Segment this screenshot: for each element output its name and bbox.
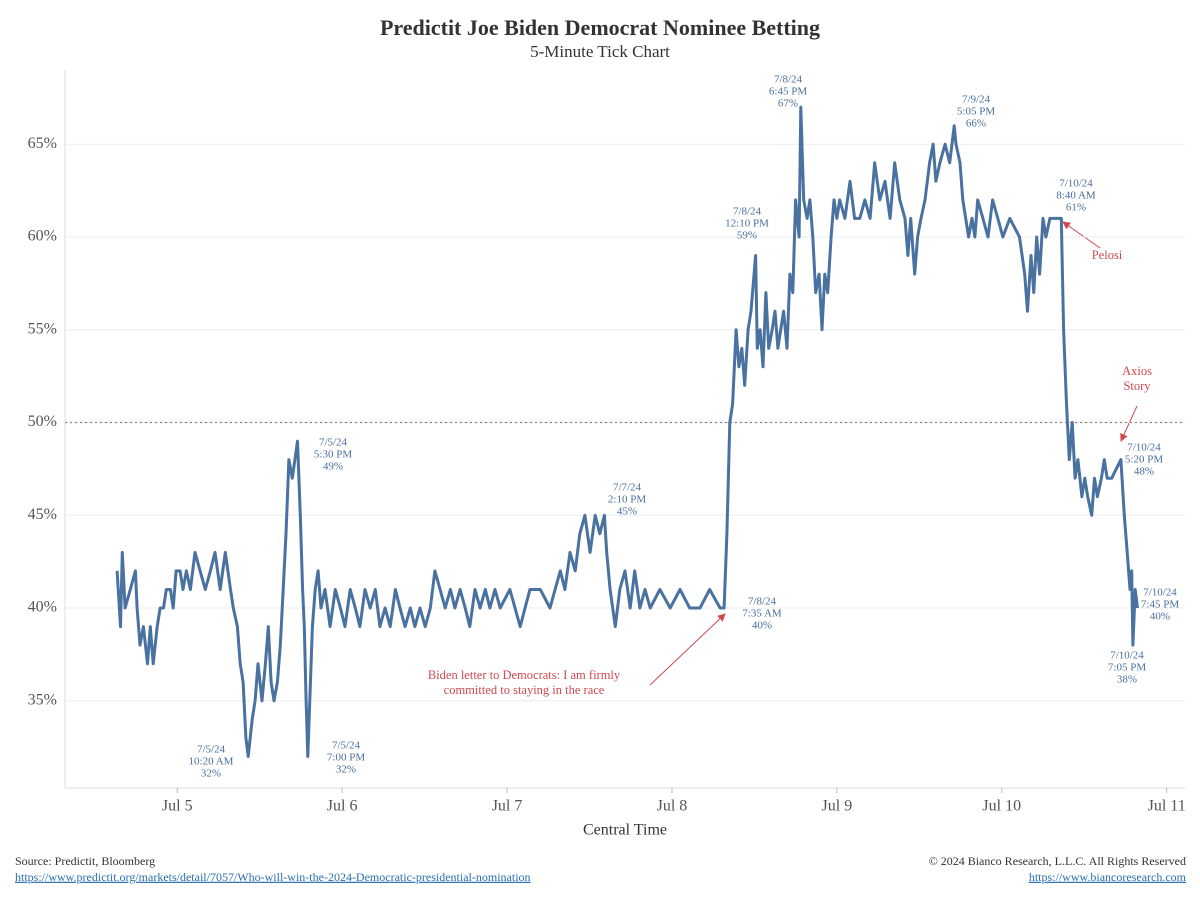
annotation: 7/10/24 [1110, 650, 1144, 662]
line [115, 105, 1139, 758]
x-axis-label: Central Time [583, 822, 667, 839]
annotation: 5:05 PM [957, 106, 995, 118]
x-tick-label: Jul 6 [327, 798, 358, 815]
source-url[interactable]: https://www.predictit.org/markets/detail… [15, 870, 531, 884]
y-tick-label: 40% [28, 599, 57, 616]
copyright: © 2024 Bianco Research, L.L.C. All Right… [929, 854, 1186, 868]
annotation: 7/8/24 [733, 206, 762, 218]
annotation: 45% [617, 506, 637, 518]
note: Biden letter to Democrats: I am firmly [428, 668, 621, 682]
annotation: 6:45 PM [769, 86, 807, 98]
note: committed to staying in the race [444, 683, 605, 697]
annotation: 7/10/24 [1143, 587, 1177, 599]
annotation: 32% [336, 764, 356, 776]
x-tick-label: Jul 8 [657, 798, 688, 815]
annotation: 7:00 PM [327, 752, 365, 764]
annotation: 7/5/24 [332, 740, 361, 752]
annotation: 32% [201, 768, 221, 780]
annotation: 5:30 PM [314, 449, 352, 461]
annotation: 7:35 AM [742, 608, 782, 620]
annotation: 38% [1117, 674, 1137, 686]
annotation: 7/9/24 [962, 94, 991, 106]
annotation: 61% [1066, 202, 1086, 214]
note: Pelosi [1092, 248, 1123, 262]
x-tick-label: Jul 11 [1148, 798, 1186, 815]
annotation: 66% [966, 118, 986, 130]
x-tick-label: Jul 5 [162, 798, 193, 815]
annotation: 40% [752, 620, 772, 632]
annotation: 7/10/24 [1059, 178, 1093, 190]
annotation: 7:45 PM [1141, 599, 1179, 611]
annotation: 12:10 PM [725, 218, 769, 230]
annotation: 49% [323, 461, 343, 473]
y-tick-label: 45% [28, 506, 57, 523]
chart-subtitle: 5-Minute Tick Chart [530, 42, 670, 61]
annotation: 7/10/24 [1127, 442, 1161, 454]
annotation: 10:20 AM [189, 756, 234, 768]
x-tick-label: Jul 9 [822, 798, 853, 815]
annotation: 40% [1150, 611, 1170, 623]
annotation: 48% [1134, 466, 1154, 478]
y-tick-label: 35% [28, 691, 57, 708]
y-tick-label: 60% [28, 228, 57, 245]
y-tick-label: 55% [28, 320, 57, 337]
annotation: 8:40 AM [1056, 190, 1096, 202]
annotation: 7/7/24 [613, 482, 642, 494]
x-tick-label: Jul 10 [982, 798, 1021, 815]
annotation: 7/5/24 [319, 437, 348, 449]
annotation: 2:10 PM [608, 494, 646, 506]
annotation: 67% [778, 98, 798, 110]
arrow [1120, 405, 1138, 442]
note: Axios [1122, 364, 1152, 378]
chart-title: Predictit Joe Biden Democrat Nominee Bet… [380, 15, 820, 40]
y-tick-label: 65% [28, 135, 57, 152]
annotation: 7:05 PM [1108, 662, 1146, 674]
annotation: 5:20 PM [1125, 454, 1163, 466]
arrow [649, 613, 726, 686]
source: Source: Predictit, Bloomberg [15, 854, 155, 868]
annotation: 7/8/24 [774, 74, 803, 86]
note: Story [1123, 379, 1151, 393]
annotation: 7/5/24 [197, 744, 226, 756]
arrow [1062, 221, 1101, 249]
annotation: 59% [737, 230, 757, 242]
annotation: 7/8/24 [748, 596, 777, 608]
site-url[interactable]: https://www.biancoresearch.com [1029, 870, 1187, 884]
x-tick-label: Jul 7 [492, 798, 523, 815]
y-tick-label: 50% [28, 413, 57, 430]
